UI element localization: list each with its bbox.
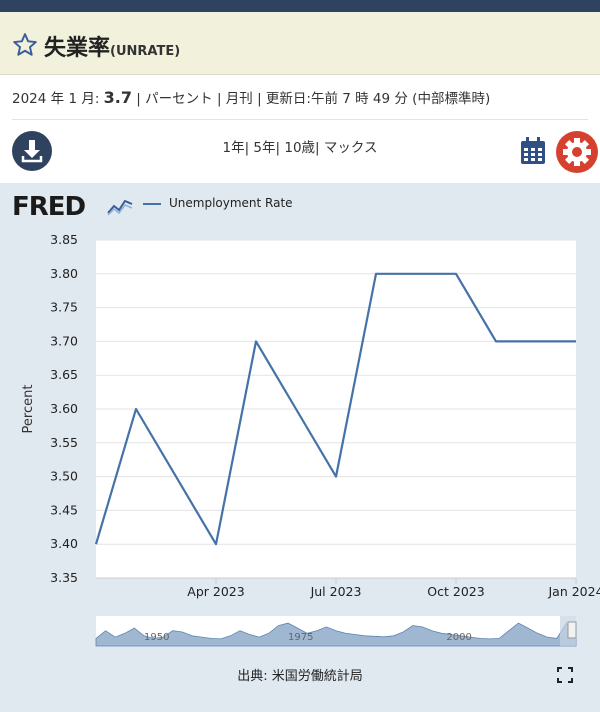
source-note: 出典: 米国労働統計局 bbox=[237, 669, 363, 684]
top-bar bbox=[0, 0, 600, 12]
date-range-selector: 1年| 5年| 10歳| マックス bbox=[222, 140, 378, 156]
y-axis-label: Percent bbox=[21, 385, 36, 434]
title-text: 失業率 bbox=[44, 36, 111, 61]
navigator-handle bbox=[567, 621, 577, 639]
navigator-label: 2000 bbox=[446, 632, 471, 643]
series-id: (UNRATE) bbox=[110, 44, 181, 59]
settings-button[interactable] bbox=[556, 131, 598, 173]
y-tick-label: 3.70 bbox=[50, 333, 78, 348]
x-tick-label: Apr 2023 bbox=[187, 584, 244, 599]
navigator-series bbox=[95, 622, 577, 647]
fred-logo: FRED bbox=[12, 192, 86, 222]
y-tick-label: 3.80 bbox=[50, 266, 78, 281]
range-max[interactable]: マックス bbox=[323, 140, 378, 156]
x-tick-label: Oct 2023 bbox=[427, 584, 484, 599]
y-tick-label: 3.65 bbox=[50, 367, 78, 382]
series-line-unemployment-rate bbox=[94, 272, 576, 546]
gear-icon bbox=[563, 138, 591, 166]
divider bbox=[12, 119, 588, 120]
navigator-label: 1950 bbox=[144, 632, 169, 643]
line-chart: 3.35 3.40 3.45 3.50 3.55 3.60 3.65 3.70 3.75 3.80… bbox=[21, 232, 600, 647]
y-tick-label: 3.50 bbox=[50, 469, 78, 484]
calendar-icon[interactable] bbox=[519, 136, 547, 166]
x-tick-label: Jul 2023 bbox=[310, 584, 362, 599]
chart-legend: Unemployment Rate bbox=[143, 196, 293, 210]
star-icon[interactable] bbox=[12, 32, 38, 58]
fullscreen-icon[interactable] bbox=[557, 667, 573, 683]
page-title: 失業率(UNRATE) bbox=[44, 30, 180, 62]
title-bar: 失業率(UNRATE) bbox=[0, 12, 600, 75]
y-tick-label: 3.85 bbox=[50, 232, 78, 247]
y-tick-label: 3.55 bbox=[50, 435, 78, 450]
download-icon bbox=[21, 140, 43, 163]
y-tick-label: 3.75 bbox=[50, 300, 78, 315]
meta-value: 3.7 bbox=[103, 88, 133, 107]
meta-rest: | パーセント | 月刊 | 更新日:午前 7 時 49 分 (中部標準時) bbox=[132, 91, 491, 107]
x-tick-label: Jan 2024 bbox=[547, 584, 600, 599]
y-tick-label: 3.60 bbox=[50, 401, 78, 416]
range-1y[interactable]: 1年 bbox=[222, 140, 245, 156]
meta-date: 2024 年 1 月: bbox=[12, 91, 100, 107]
navigator-label: 1975 bbox=[288, 632, 313, 643]
fred-chart-icon bbox=[107, 195, 133, 217]
y-tick-label: 3.35 bbox=[50, 570, 78, 585]
y-tick-label: 3.40 bbox=[50, 536, 78, 551]
range-10y[interactable]: 10歳 bbox=[284, 140, 316, 156]
legend-swatch bbox=[143, 202, 161, 205]
range-5y[interactable]: 5年 bbox=[253, 140, 276, 156]
legend-label: Unemployment Rate bbox=[169, 196, 293, 210]
series-meta: 2024 年 1 月: 3.7 | パーセント | 月刊 | 更新日:午前 7 … bbox=[12, 87, 490, 107]
download-button[interactable] bbox=[12, 131, 52, 171]
y-tick-label: 3.45 bbox=[50, 502, 78, 517]
